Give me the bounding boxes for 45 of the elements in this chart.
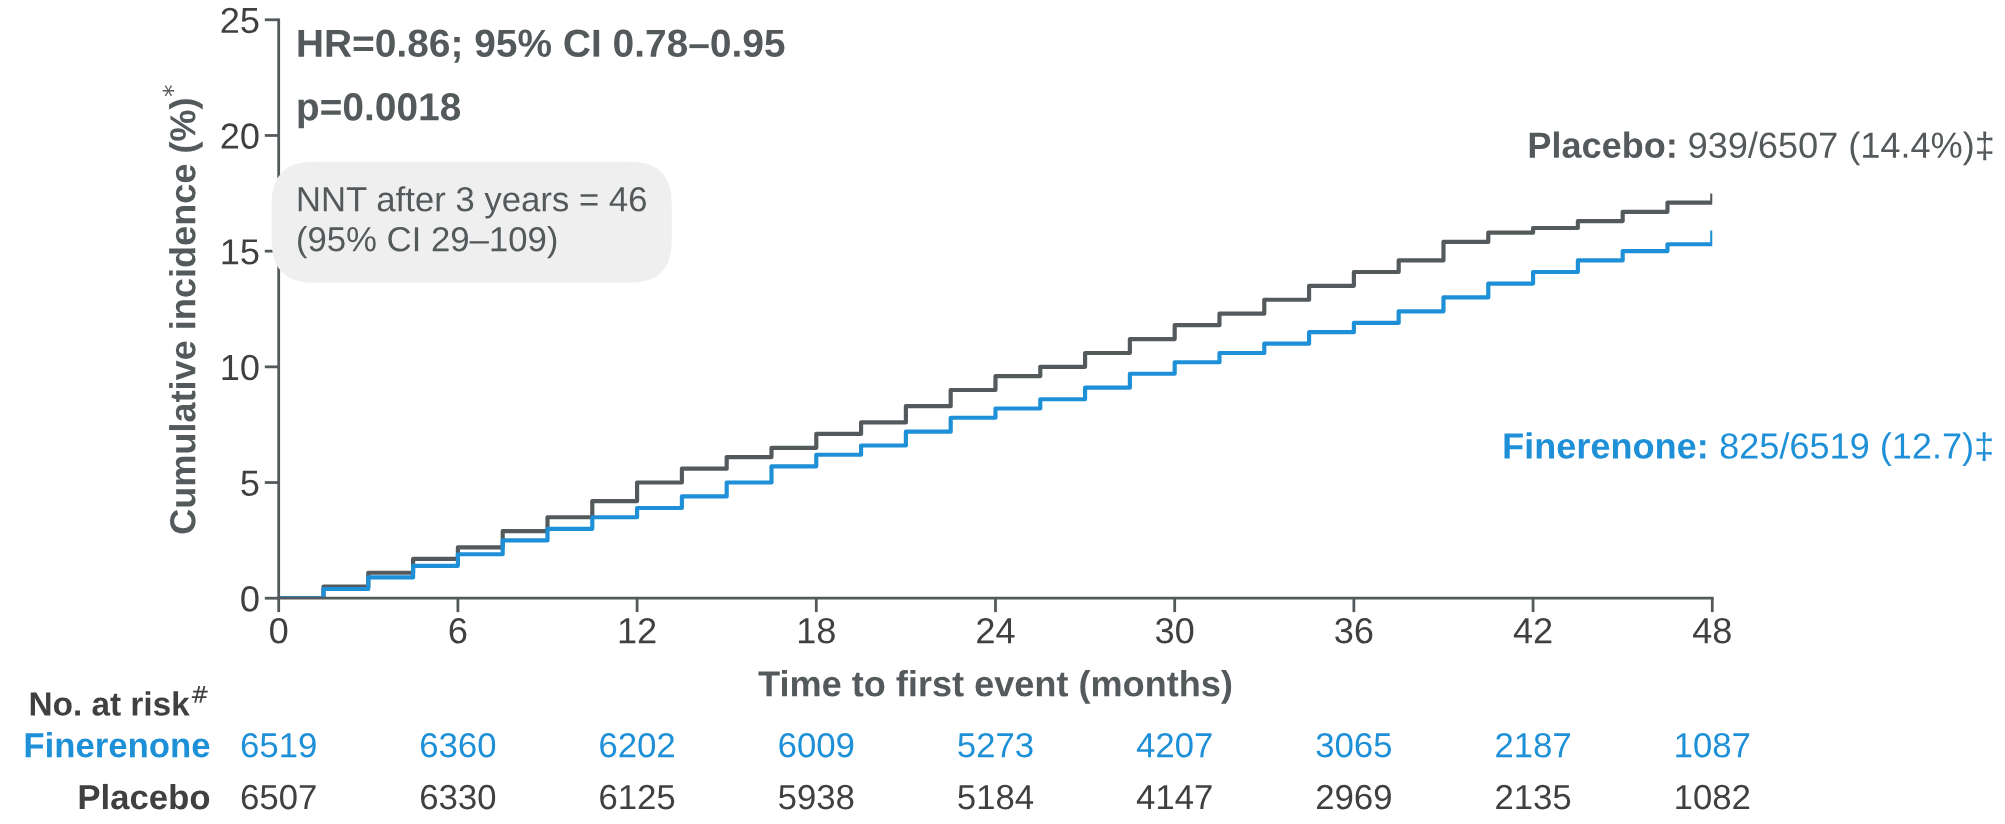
y-tick-label: 25 (221, 7, 259, 34)
x-tick-label: 0 (270, 617, 288, 644)
y-axis-title: Cumulative incidence (%)$^{*}$ (162, 85, 203, 534)
y-tick-label: 15 (222, 239, 259, 265)
text: 2969 (1317, 784, 1391, 810)
text: 6519 (241, 732, 316, 758)
annotation: Finerenone: (1504, 432, 1706, 459)
y-tick-label: 10 (222, 354, 259, 381)
x-tick-label: 12 (619, 617, 656, 644)
text: 6009 (779, 732, 854, 758)
y-tick-label: 20 (221, 123, 259, 149)
text: 6330 (421, 784, 496, 810)
text: 1082 (1676, 784, 1750, 810)
annotation: 939/6507 (14.4%)‡ (1689, 131, 1993, 166)
annotation: HR=0.86; 95% CI 0.78–0.95 (298, 29, 785, 63)
x-tick-label: 6 (449, 617, 467, 644)
annotation: NNT after 3 years = 46 (95% CI 29–109) (298, 186, 646, 259)
text: 5184 (958, 784, 1034, 810)
text: 825/6519 (12.7)‡ (1720, 432, 1992, 466)
x-tick-label: 18 (798, 617, 835, 644)
text: Finerenone (25, 732, 210, 758)
text: 5938 (779, 784, 854, 810)
text: Placebo (79, 783, 210, 810)
x-tick-label: 48 (1693, 617, 1731, 644)
x-tick-label: 36 (1335, 617, 1373, 644)
text: 6360 (421, 732, 496, 758)
text: 6202 (600, 732, 674, 758)
annotation: Placebo: (1529, 131, 1675, 159)
text: 4147 (1136, 785, 1212, 810)
text: 6125 (600, 784, 675, 810)
text: 4207 (1136, 732, 1212, 758)
text: 5273 (958, 732, 1033, 758)
annotation: p=0.0018 (298, 93, 461, 129)
text: 1087 (1676, 732, 1750, 758)
text: No. at risk$^{#}$ (30, 685, 208, 716)
text: 3065 (1316, 732, 1392, 758)
y-tick-label: 0 (241, 586, 259, 612)
text: 6507 (241, 784, 316, 810)
x-tick-label: 30 (1155, 617, 1194, 644)
x-tick-label: 24 (977, 617, 1015, 644)
x-axis-title: Time to first event (months) (758, 670, 1232, 704)
y-tick-label: 5 (241, 470, 259, 496)
text: 2135 (1496, 784, 1571, 810)
x-tick-label: 42 (1513, 617, 1552, 644)
text: 2187 (1496, 732, 1570, 758)
